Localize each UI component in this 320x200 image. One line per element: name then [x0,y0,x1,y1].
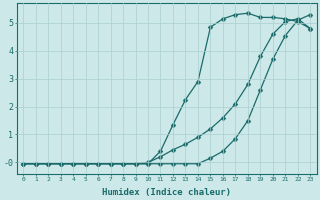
X-axis label: Humidex (Indice chaleur): Humidex (Indice chaleur) [102,188,231,197]
